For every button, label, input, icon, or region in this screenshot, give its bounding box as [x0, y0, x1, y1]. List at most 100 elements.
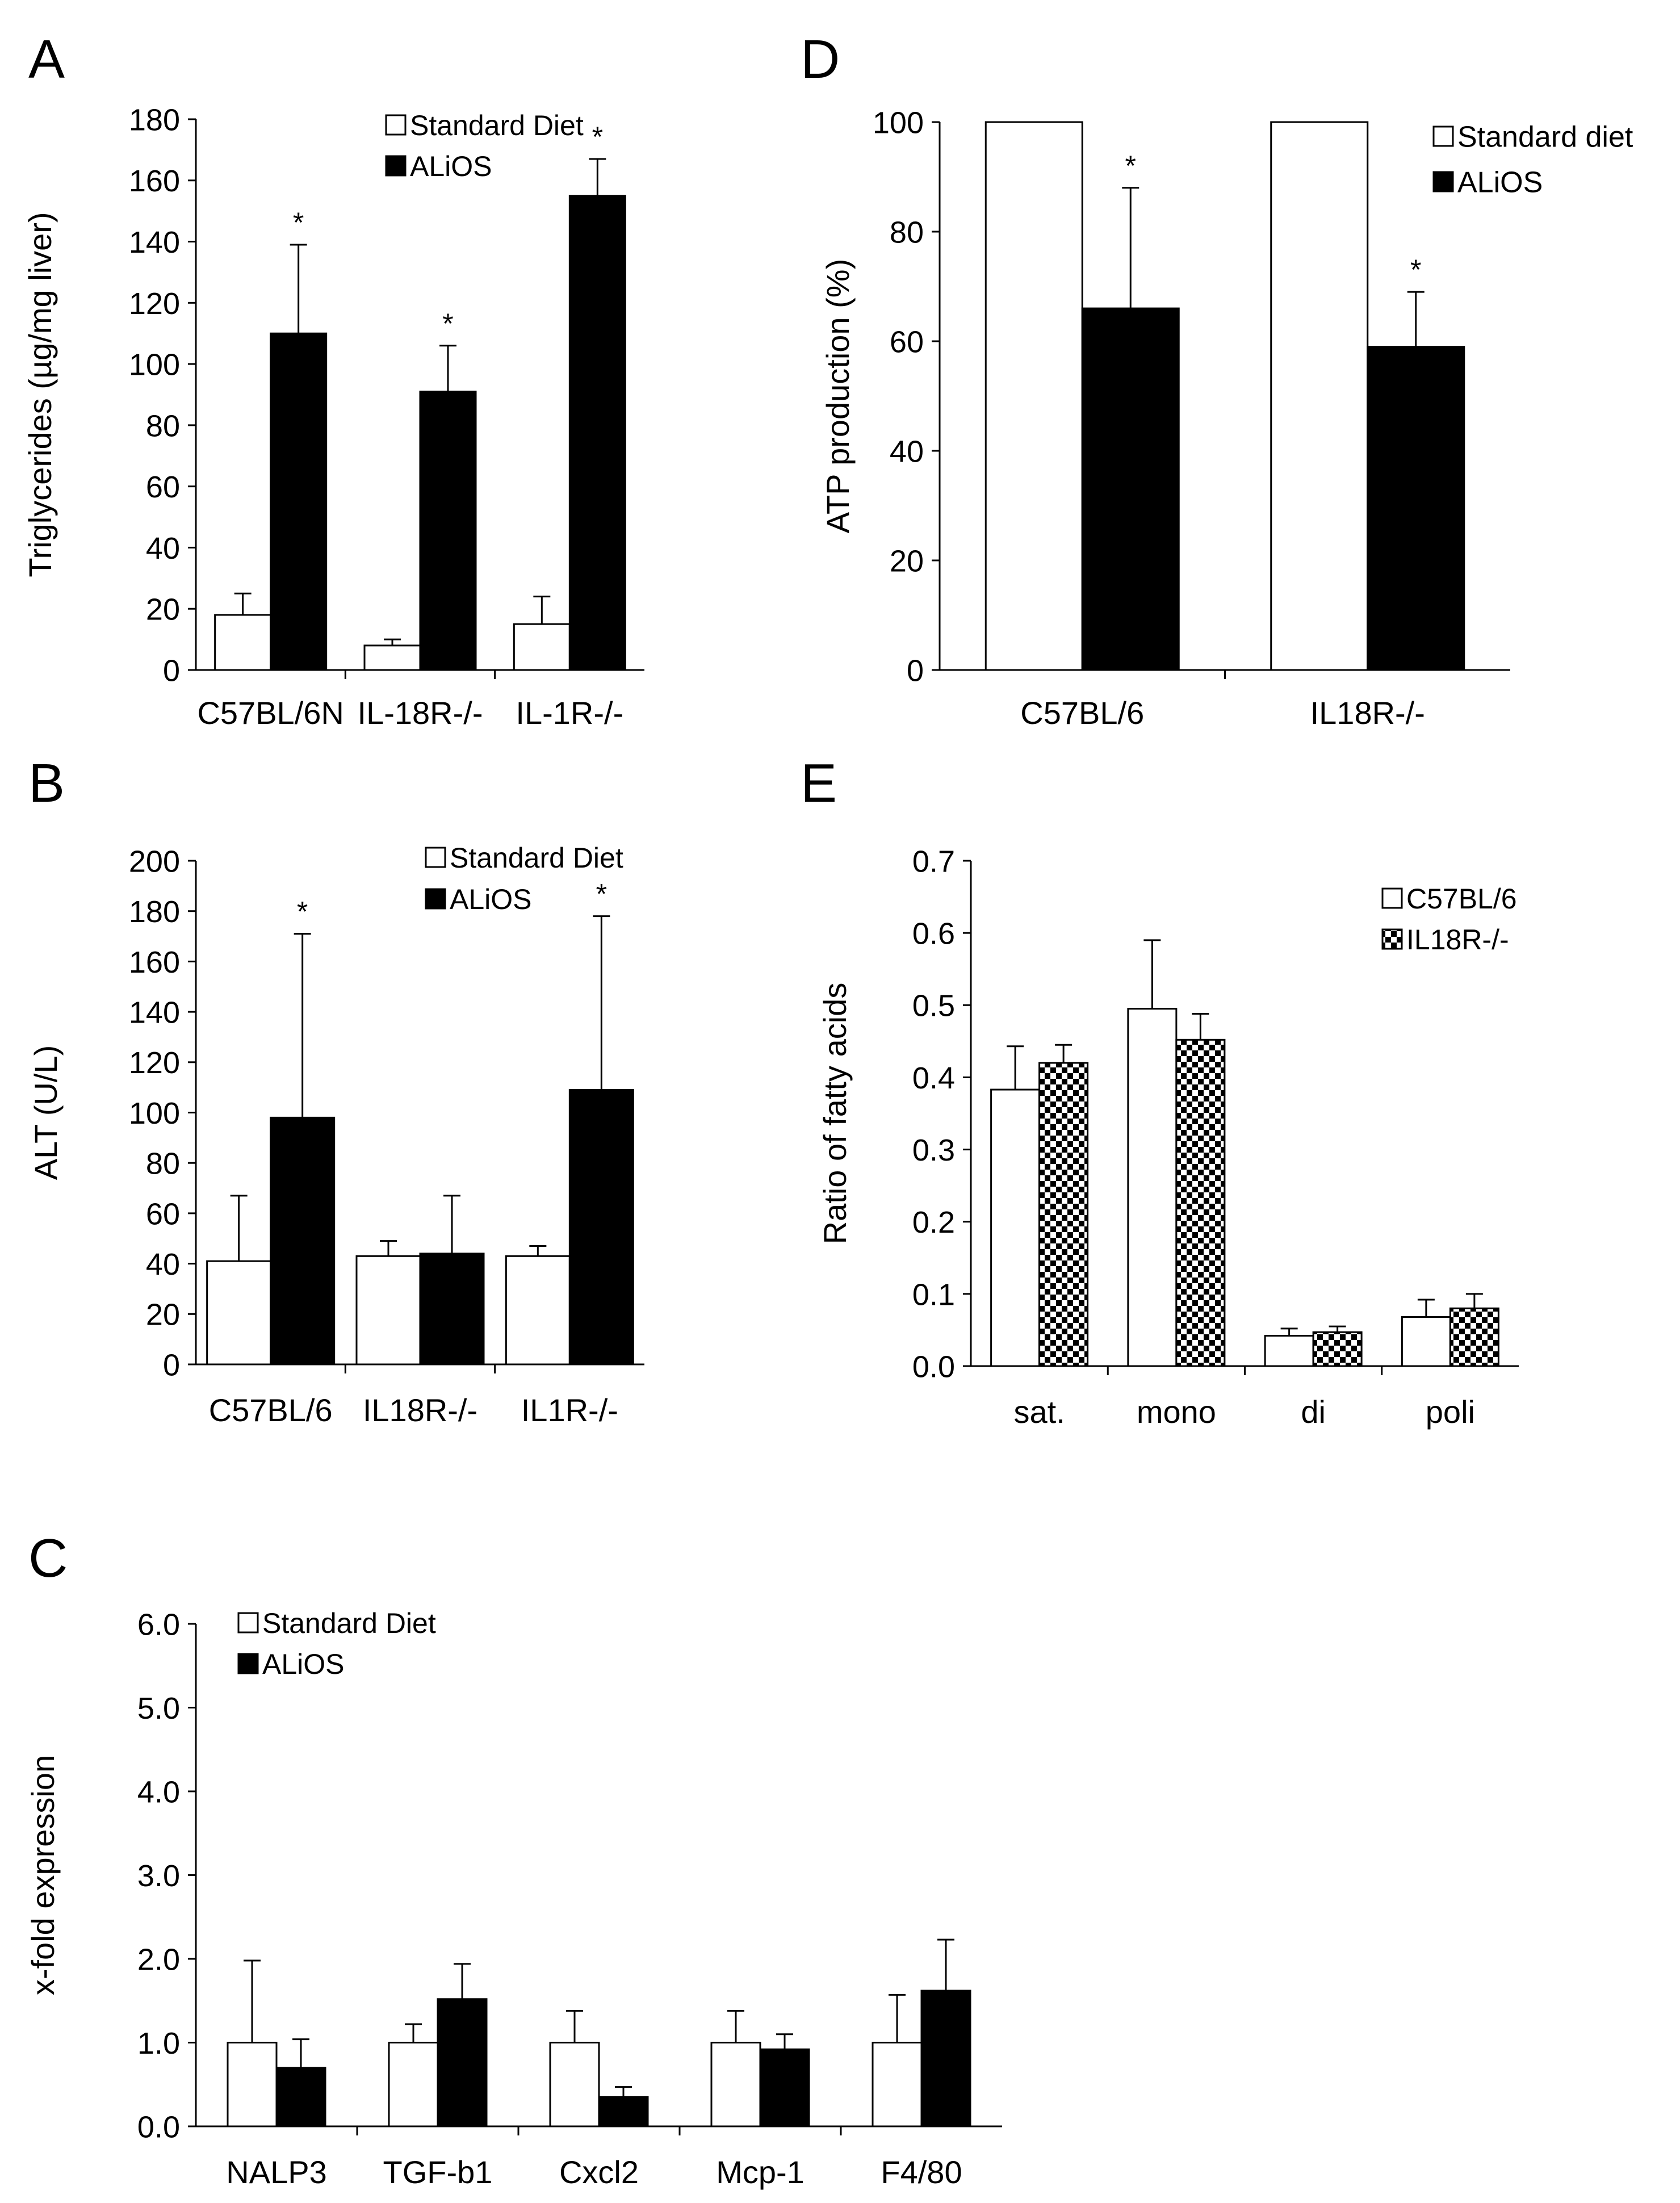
legend-swatch [385, 155, 407, 177]
legend-label: ALiOS [450, 883, 532, 915]
legend-label: ALiOS [262, 1648, 345, 1680]
x-tick-label: poli [1426, 1394, 1475, 1430]
legend-label: Standard Diet [410, 110, 584, 141]
bar-standard-diet-0 [227, 2042, 278, 2127]
y-tick-label: 180 [129, 103, 180, 137]
bar-standard-diet-0 [206, 1260, 272, 1366]
bar-c57bl-6-2 [1264, 1335, 1314, 1367]
bar-standard-diet-1 [1270, 121, 1369, 671]
y-tick-label: 0 [163, 1348, 180, 1382]
y-tick-label: 60 [146, 470, 180, 504]
y-tick-label: 100 [129, 348, 180, 382]
y-tick-label: 60 [890, 325, 924, 359]
bar-alios-2 [598, 2096, 649, 2127]
bar-c57bl-6-1 [1127, 1008, 1178, 1367]
y-tick-label: 0.3 [912, 1133, 955, 1167]
y-tick-label: 160 [129, 164, 180, 198]
y-tick-label: 40 [146, 531, 180, 566]
bar-alios-2 [568, 1089, 634, 1366]
bar-alios-1 [1367, 346, 1465, 671]
y-tick-label: 0.1 [912, 1278, 955, 1312]
chart-b: 0 20 40 60 80 100 120 140 160 180 200 ALT (U/L) * C57… [28, 842, 644, 1428]
y-tick-label: 0.2 [912, 1205, 955, 1239]
legend-swatch [1381, 887, 1403, 909]
bar-il18r--2 [1312, 1331, 1363, 1367]
legend-swatch [425, 888, 446, 910]
y-tick-label: 0.0 [137, 2110, 180, 2144]
bar-c57bl-6-0 [990, 1088, 1041, 1367]
significance-star: * [1125, 150, 1136, 182]
panel-letter-a: A [28, 29, 65, 90]
bar-alios-1 [419, 1253, 485, 1366]
y-tick-label: 60 [146, 1197, 180, 1231]
y-tick-label: 100 [129, 1096, 180, 1130]
y-axis-label: x-fold expression [25, 1755, 61, 1995]
significance-star: * [297, 896, 308, 928]
bar-alios-2 [568, 195, 626, 671]
y-tick-label: 80 [146, 409, 180, 443]
bar-standard-diet-2 [549, 2042, 600, 2127]
bar-standard-diet-1 [388, 2042, 439, 2127]
y-tick-label: 2.0 [137, 1942, 180, 1976]
legend-label: Standard Diet [450, 842, 623, 874]
y-tick-label: 3.0 [137, 1859, 180, 1893]
bar-standard-diet-1 [355, 1255, 421, 1366]
bar-standard-diet-2 [505, 1255, 571, 1366]
x-tick-label: IL1R-/- [521, 1392, 618, 1428]
panel-letter-c: C [28, 1528, 68, 1589]
y-tick-label: 0.0 [912, 1350, 955, 1384]
bar-il18r--0 [1038, 1062, 1089, 1367]
x-tick-label: di [1301, 1394, 1326, 1430]
x-tick-label: IL18R-/- [1310, 695, 1425, 731]
legend-label: C57BL/6 [1406, 883, 1517, 915]
significance-star: * [592, 121, 603, 153]
x-tick-label: Cxcl2 [559, 2154, 639, 2190]
panel-letter-b: B [28, 753, 65, 814]
legend-swatch [1432, 125, 1454, 147]
bar-standard-diet-0 [984, 121, 1083, 671]
bar-alios-3 [759, 2048, 810, 2127]
y-tick-label: 40 [890, 434, 924, 468]
y-tick-label: 20 [146, 593, 180, 627]
legend-swatch [237, 1612, 259, 1634]
y-tick-label: 80 [146, 1147, 180, 1181]
chart-e: 0.0 0.1 0.2 0.3 0.4 0.5 0.6 0.7 Ratio of fatty a… [817, 844, 1519, 1430]
x-tick-label: Mcp-1 [716, 2154, 805, 2190]
legend-swatch [237, 1653, 259, 1674]
y-tick-label: 120 [129, 1046, 180, 1080]
panel-letter-d: D [801, 29, 840, 90]
y-axis-label: ATP production (%) [820, 259, 856, 533]
y-tick-label: 6.0 [137, 1607, 180, 1641]
bar-standard-diet-2 [513, 623, 571, 671]
y-tick-label: 200 [129, 844, 180, 878]
x-tick-label: IL18R-/- [363, 1392, 477, 1428]
legend-swatch [1381, 928, 1403, 950]
y-tick-label: 0.6 [912, 917, 955, 951]
y-tick-label: 140 [129, 225, 180, 259]
y-tick-label: 20 [146, 1298, 180, 1332]
y-tick-label: 0.7 [912, 844, 955, 878]
panel-letter-e: E [801, 753, 837, 814]
x-tick-label: mono [1137, 1394, 1216, 1430]
bar-alios-0 [270, 332, 328, 671]
significance-star: * [293, 207, 304, 238]
x-tick-label: TGF-b1 [383, 2154, 493, 2190]
y-axis-label: Triglycerides (µg/mg liver) [22, 212, 58, 577]
x-tick-label: C57BL/6N [197, 695, 343, 731]
y-tick-label: 180 [129, 895, 180, 929]
significance-star: * [442, 308, 453, 340]
legend-label: ALiOS [410, 150, 492, 182]
bar-alios-0 [275, 2067, 326, 2127]
y-tick-label: 0 [163, 654, 180, 688]
bar-standard-diet-3 [710, 2042, 761, 2127]
y-tick-label: 0.5 [912, 989, 955, 1023]
bar-standard-diet-4 [872, 2042, 923, 2127]
y-tick-label: 4.0 [137, 1775, 180, 1809]
bar-il18r--3 [1449, 1307, 1499, 1367]
legend-label: IL18R-/- [1406, 924, 1509, 956]
legend-swatch [385, 114, 407, 136]
bar-alios-1 [419, 391, 477, 671]
x-tick-label: sat. [1013, 1394, 1065, 1430]
bar-alios-1 [437, 1998, 488, 2127]
bar-standard-diet-1 [363, 644, 421, 671]
